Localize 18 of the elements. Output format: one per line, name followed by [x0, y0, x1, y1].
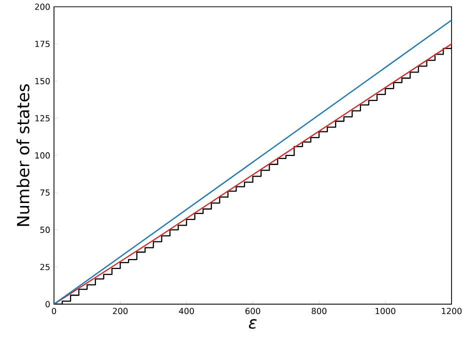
y-tick-label: 0 [46, 300, 50, 308]
x-tick-label: 200 [112, 308, 128, 314]
x-tick-label: 1200 [442, 308, 462, 314]
y-tick-label: 100 [35, 152, 50, 159]
y-tick-label: 175 [35, 40, 50, 47]
y-tick-label: 25 [40, 264, 50, 270]
y-tick-label: 150 [35, 78, 50, 84]
x-tick-label: 600 [245, 308, 260, 314]
x-tick-label: 0 [52, 308, 56, 314]
y-tick-label: 125 [35, 115, 50, 122]
y-tick-label: 50 [40, 226, 50, 233]
x-axis-title: ε [248, 319, 257, 329]
x-tick-label: 400 [179, 308, 194, 314]
y-tick-label: 75 [40, 190, 50, 196]
x-tick-label: 1000 [376, 308, 396, 314]
y-tick-label: 200 [35, 4, 50, 10]
y-axis-title: Number of states [16, 84, 30, 226]
x-tick-label: 800 [312, 308, 326, 314]
